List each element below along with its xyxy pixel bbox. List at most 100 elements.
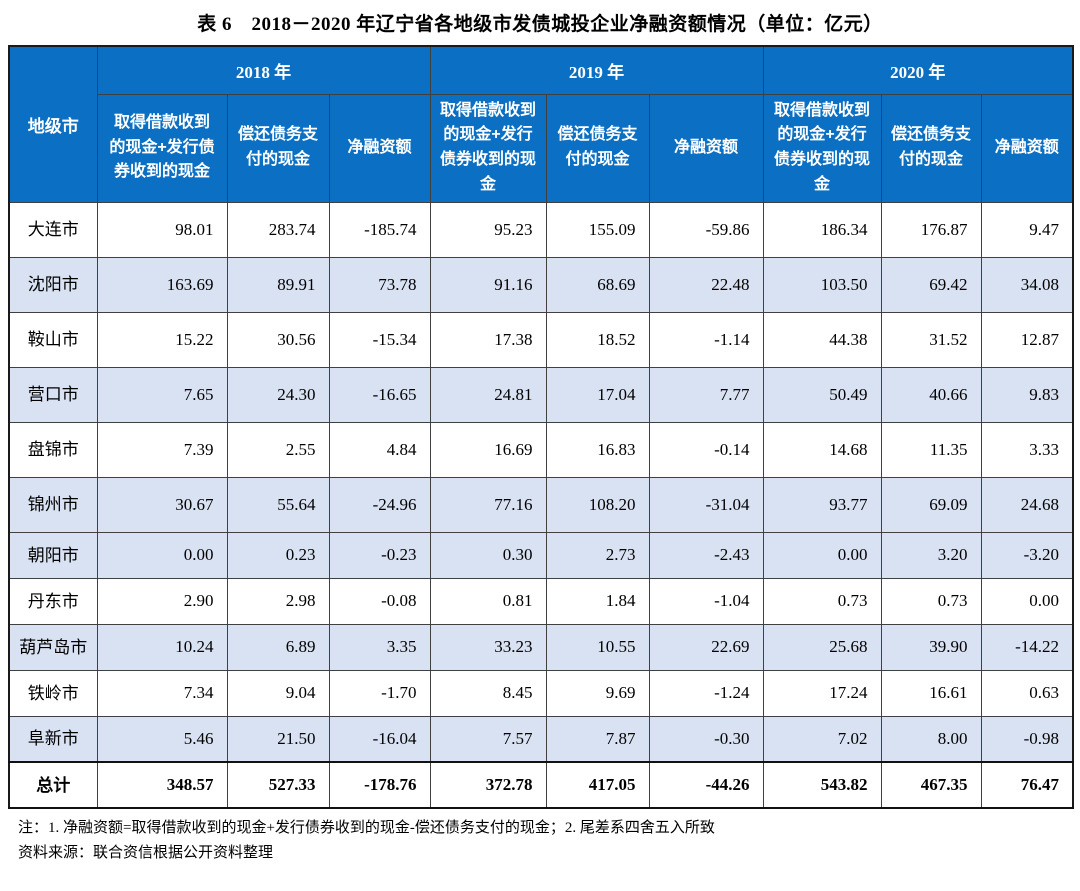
value-cell: -15.34 bbox=[328, 311, 431, 368]
value-cell: 2.90 bbox=[96, 577, 228, 625]
table-row: 锦州市 30.67 55.64 -24.96 77.16 108.20 -31.04 93.7… bbox=[8, 476, 1074, 533]
value-cell: 417.05 bbox=[545, 761, 650, 810]
city-cell: 鞍山市 bbox=[8, 311, 98, 368]
value-cell: 9.47 bbox=[980, 201, 1074, 258]
value-cell: -1.14 bbox=[648, 311, 764, 368]
value-cell: 93.77 bbox=[762, 476, 882, 533]
value-cell: -24.96 bbox=[328, 476, 431, 533]
value-cell: 8.00 bbox=[880, 715, 982, 763]
table-row: 丹东市 2.90 2.98 -0.08 0.81 1.84 -1.04 0.73 0.73 0.0… bbox=[8, 577, 1074, 625]
value-cell: 21.50 bbox=[226, 715, 330, 763]
value-cell: 17.38 bbox=[429, 311, 547, 368]
value-cell: -0.08 bbox=[328, 577, 431, 625]
value-cell: -16.04 bbox=[328, 715, 431, 763]
value-cell: 69.09 bbox=[880, 476, 982, 533]
value-cell: 9.04 bbox=[226, 669, 330, 717]
city-cell: 丹东市 bbox=[8, 577, 98, 625]
column-header-2019-repaid: 偿还债务支付的现金 bbox=[545, 93, 650, 203]
column-header-2020-cash-in: 取得借款收到的现金+发行债券收到的现金 bbox=[762, 93, 882, 203]
city-cell: 总计 bbox=[8, 761, 98, 810]
value-cell: -44.26 bbox=[648, 761, 764, 810]
value-cell: 16.69 bbox=[429, 421, 547, 478]
value-cell: 76.47 bbox=[980, 761, 1074, 810]
table-row: 阜新市 5.46 21.50 -16.04 7.57 7.87 -0.30 7.02 8.00-… bbox=[8, 715, 1074, 763]
value-cell: 7.02 bbox=[762, 715, 882, 763]
value-cell: 11.35 bbox=[880, 421, 982, 478]
value-cell: 0.81 bbox=[429, 577, 547, 625]
table-row: 大连市 98.01 283.74 -185.74 95.23 155.09 -59.86 18… bbox=[8, 201, 1074, 258]
year-header-2019: 2019 年 bbox=[429, 45, 764, 95]
value-cell: 0.63 bbox=[980, 669, 1074, 717]
value-cell: 34.08 bbox=[980, 256, 1074, 313]
value-cell: -59.86 bbox=[648, 201, 764, 258]
value-cell: -14.22 bbox=[980, 623, 1074, 671]
column-header-2020-net: 净融资额 bbox=[980, 93, 1074, 203]
value-cell: 77.16 bbox=[429, 476, 547, 533]
value-cell: 24.68 bbox=[980, 476, 1074, 533]
city-cell: 营口市 bbox=[8, 366, 98, 423]
year-header-2018: 2018 年 bbox=[96, 45, 431, 95]
value-cell: 10.24 bbox=[96, 623, 228, 671]
value-cell: 39.90 bbox=[880, 623, 982, 671]
city-cell: 铁岭市 bbox=[8, 669, 98, 717]
value-cell: 283.74 bbox=[226, 201, 330, 258]
table-row: 朝阳市 0.00 0.23 -0.23 0.30 2.73 -2.43 0.00 3.20 -3.… bbox=[8, 531, 1074, 579]
column-header-2018-net: 净融资额 bbox=[328, 93, 431, 203]
value-cell: 0.73 bbox=[880, 577, 982, 625]
city-cell: 朝阳市 bbox=[8, 531, 98, 579]
value-cell: 176.87 bbox=[880, 201, 982, 258]
value-cell: 6.89 bbox=[226, 623, 330, 671]
table-notes: 注：1. 净融资额=取得借款收到的现金+发行债券收到的现金-偿还债务支付的现金；… bbox=[8, 809, 1072, 866]
value-cell: 50.49 bbox=[762, 366, 882, 423]
value-cell: 4.84 bbox=[328, 421, 431, 478]
value-cell: 12.87 bbox=[980, 311, 1074, 368]
value-cell: 68.69 bbox=[545, 256, 650, 313]
value-cell: 7.87 bbox=[545, 715, 650, 763]
value-cell: 3.33 bbox=[980, 421, 1074, 478]
table-row: 葫芦岛市 10.24 6.89 3.35 33.23 10.55 22.69 25.68 39.… bbox=[8, 623, 1074, 671]
city-cell: 盘锦市 bbox=[8, 421, 98, 478]
city-cell: 沈阳市 bbox=[8, 256, 98, 313]
value-cell: -0.98 bbox=[980, 715, 1074, 763]
total-row: 总计 348.57 527.33 -178.76 372.78 417.05 -44.26 5… bbox=[8, 761, 1074, 810]
value-cell: 155.09 bbox=[545, 201, 650, 258]
value-cell: 9.83 bbox=[980, 366, 1074, 423]
value-cell: 44.38 bbox=[762, 311, 882, 368]
value-cell: 8.45 bbox=[429, 669, 547, 717]
column-header-2018-cash-in: 取得借款收到的现金+发行债券收到的现金 bbox=[96, 93, 228, 203]
note-line: 注：1. 净融资额=取得借款收到的现金+发行债券收到的现金-偿还债务支付的现金；… bbox=[18, 820, 715, 837]
value-cell: 0.00 bbox=[762, 531, 882, 579]
value-cell: 24.81 bbox=[429, 366, 547, 423]
value-cell: 15.22 bbox=[96, 311, 228, 368]
value-cell: -0.14 bbox=[648, 421, 764, 478]
column-header-2019-cash-in: 取得借款收到的现金+发行债券收到的现金 bbox=[429, 93, 547, 203]
value-cell: 25.68 bbox=[762, 623, 882, 671]
value-cell: 22.69 bbox=[648, 623, 764, 671]
year-header-row: 地级市 2018 年 2019 年 2020 年 bbox=[8, 45, 1074, 203]
column-header-2018-repaid: 偿还债务支付的现金 bbox=[226, 93, 330, 203]
value-cell: 95.23 bbox=[429, 201, 547, 258]
value-cell: -178.76 bbox=[328, 761, 431, 810]
value-cell: 22.48 bbox=[648, 256, 764, 313]
value-cell: 0.30 bbox=[429, 531, 547, 579]
value-cell: -16.65 bbox=[328, 366, 431, 423]
value-cell: 18.52 bbox=[545, 311, 650, 368]
value-cell: 7.77 bbox=[648, 366, 764, 423]
value-cell: 0.23 bbox=[226, 531, 330, 579]
value-cell: 2.55 bbox=[226, 421, 330, 478]
value-cell: -1.04 bbox=[648, 577, 764, 625]
value-cell: 527.33 bbox=[226, 761, 330, 810]
value-cell: 372.78 bbox=[429, 761, 547, 810]
value-cell: 3.20 bbox=[880, 531, 982, 579]
value-cell: -185.74 bbox=[328, 201, 431, 258]
city-cell: 阜新市 bbox=[8, 715, 98, 763]
value-cell: 186.34 bbox=[762, 201, 882, 258]
value-cell: 7.39 bbox=[96, 421, 228, 478]
table-body: 大连市 98.01 283.74 -185.74 95.23 155.09 -59.86 18… bbox=[8, 201, 1074, 810]
value-cell: 30.56 bbox=[226, 311, 330, 368]
value-cell: 55.64 bbox=[226, 476, 330, 533]
column-header-2020-repaid: 偿还债务支付的现金 bbox=[880, 93, 982, 203]
value-cell: 69.42 bbox=[880, 256, 982, 313]
table-row: 沈阳市 163.69 89.91 73.78 91.16 68.69 22.48 103.50… bbox=[8, 256, 1074, 313]
value-cell: 3.35 bbox=[328, 623, 431, 671]
